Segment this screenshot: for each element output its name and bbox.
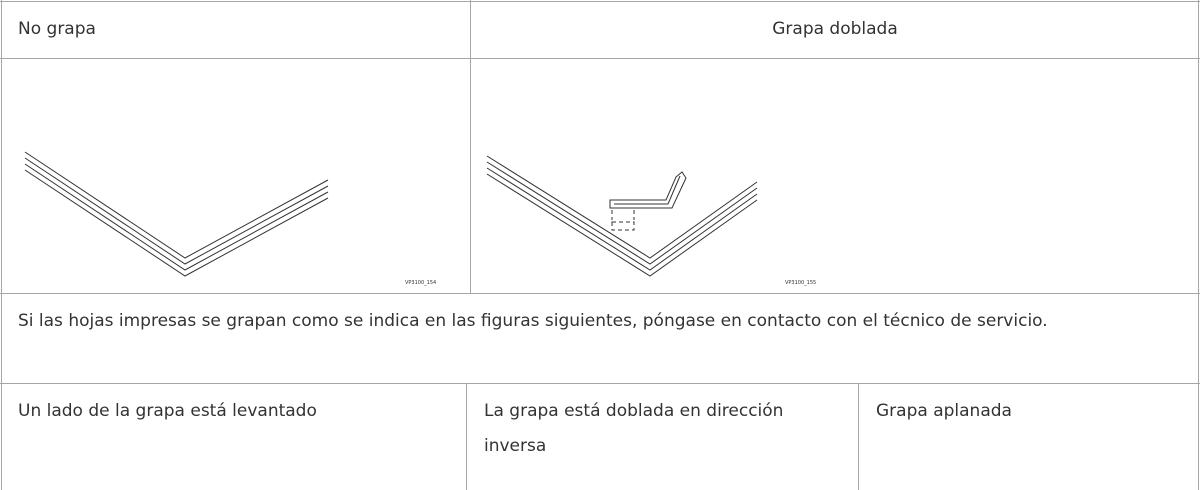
border <box>0 293 1200 294</box>
border <box>1198 0 1199 490</box>
border <box>0 383 1200 384</box>
cell: Grapa aplanada <box>876 401 1012 421</box>
cell: La grapa está doblada en dirección inver… <box>484 401 784 456</box>
cell: Un lado de la grapa está levantado <box>18 401 317 421</box>
border <box>470 0 471 293</box>
border <box>1 0 2 490</box>
border <box>858 383 859 490</box>
note: Si las hojas impresas se grapan como se … <box>18 311 1048 331</box>
header-cell: Grapa doblada <box>772 19 898 39</box>
figure-label: VP3100_154 <box>405 280 436 286</box>
header-cell: No grapa <box>18 19 96 39</box>
border <box>466 383 467 490</box>
border <box>0 1 1200 2</box>
figure-label: VP3100_155 <box>785 280 816 286</box>
border <box>0 58 1200 59</box>
